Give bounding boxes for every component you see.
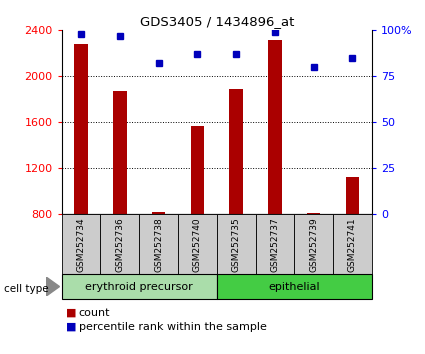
Bar xyxy=(307,213,320,214)
Title: GDS3405 / 1434896_at: GDS3405 / 1434896_at xyxy=(139,15,294,28)
Text: GSM252734: GSM252734 xyxy=(76,217,85,272)
Text: ■: ■ xyxy=(66,308,76,318)
Bar xyxy=(346,177,359,214)
Text: erythroid precursor: erythroid precursor xyxy=(85,282,193,292)
Text: percentile rank within the sample: percentile rank within the sample xyxy=(79,322,266,332)
Bar xyxy=(268,40,282,214)
Text: epithelial: epithelial xyxy=(269,282,320,292)
Text: GSM252741: GSM252741 xyxy=(348,217,357,272)
Bar xyxy=(62,274,217,299)
Bar xyxy=(255,214,294,274)
Text: GSM252737: GSM252737 xyxy=(270,217,279,272)
Polygon shape xyxy=(46,277,60,296)
Text: GSM252736: GSM252736 xyxy=(115,217,124,272)
Bar xyxy=(100,214,139,274)
Bar xyxy=(217,214,255,274)
Text: GSM252740: GSM252740 xyxy=(193,217,202,272)
Bar xyxy=(294,214,333,274)
Bar xyxy=(113,91,127,214)
Text: GSM252738: GSM252738 xyxy=(154,217,163,272)
Bar xyxy=(230,89,243,214)
Bar xyxy=(217,274,372,299)
Text: GSM252735: GSM252735 xyxy=(232,217,241,272)
Bar xyxy=(74,44,88,214)
Text: count: count xyxy=(79,308,110,318)
Bar xyxy=(178,214,217,274)
Text: ■: ■ xyxy=(66,322,76,332)
Bar xyxy=(62,214,100,274)
Bar xyxy=(333,214,372,274)
Text: GSM252739: GSM252739 xyxy=(309,217,318,272)
Bar xyxy=(190,126,204,214)
Text: cell type: cell type xyxy=(4,284,49,293)
Bar xyxy=(139,214,178,274)
Bar xyxy=(152,212,165,214)
